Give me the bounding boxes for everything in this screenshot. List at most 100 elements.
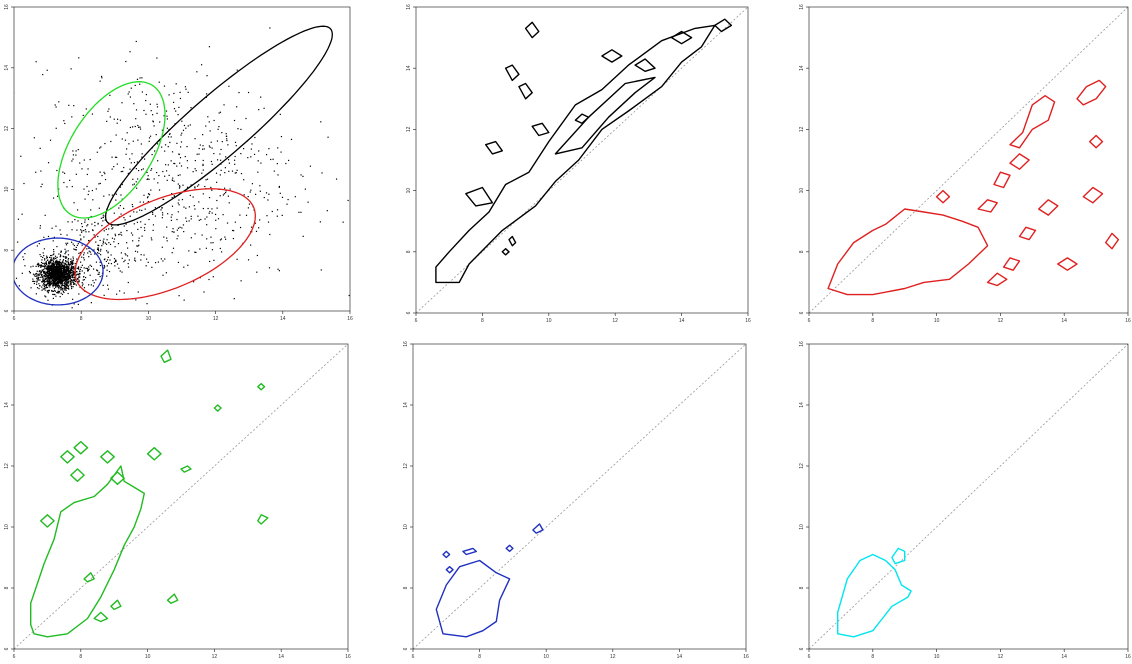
scatter-point <box>67 285 69 287</box>
scatter-point <box>81 244 83 246</box>
scatter-point <box>74 248 76 251</box>
scatter-point <box>44 278 46 281</box>
x-tick-label: 12 <box>998 318 1004 324</box>
x-tick-label: 6 <box>13 654 16 660</box>
scatter-point <box>140 226 142 229</box>
scatter-point <box>87 270 89 272</box>
scatter-point <box>64 270 66 272</box>
scatter-point <box>180 165 183 167</box>
scatter-point <box>70 273 72 275</box>
scatter-point <box>243 194 245 196</box>
scatter-point <box>24 253 26 255</box>
scatter-point <box>72 266 75 268</box>
scatter-point <box>65 273 67 276</box>
scatter-point <box>99 147 101 149</box>
scatter-point <box>190 237 192 239</box>
scatter-point <box>220 251 223 253</box>
scatter-point <box>304 188 306 190</box>
scatter-point <box>75 154 77 156</box>
scatter-point <box>48 268 50 270</box>
scatter-point <box>66 276 68 278</box>
scatter-point <box>57 292 59 294</box>
x-tick-label: 8 <box>871 654 874 660</box>
scatter-point <box>147 200 149 203</box>
scatter-point <box>96 269 98 271</box>
scatter-point <box>44 287 46 289</box>
scatter-point <box>245 117 247 120</box>
scatter-point <box>192 196 194 198</box>
scatter-point <box>57 277 59 280</box>
scatter-point <box>104 142 106 145</box>
scatter-point <box>139 77 141 79</box>
scatter-point <box>28 270 31 273</box>
scatter-point <box>54 281 56 283</box>
scatter-point <box>58 267 60 269</box>
scatter-point <box>213 152 215 155</box>
contour-line-7 <box>160 349 172 363</box>
scatter-point <box>205 179 207 181</box>
scatter-point <box>68 276 70 278</box>
scatter-point <box>59 270 62 272</box>
scatter-point <box>38 276 40 279</box>
scatter-point <box>55 262 57 265</box>
scatter-point <box>68 273 70 276</box>
scatter-point <box>169 141 171 144</box>
contour-line-0 <box>30 465 146 638</box>
scatter-point <box>97 244 99 246</box>
scatter-point <box>52 293 54 296</box>
scatter-point <box>77 281 79 283</box>
scatter-point <box>60 277 62 280</box>
scatter-point <box>92 199 94 201</box>
scatter-point <box>188 220 190 222</box>
scatter-point <box>54 269 56 272</box>
contour-line-6 <box>524 21 540 39</box>
scatter-point <box>111 194 113 196</box>
scatter-point <box>48 274 50 276</box>
scatter-point <box>11 159 12 160</box>
x-tick-label: 12 <box>610 654 616 660</box>
scatter-point <box>182 224 185 226</box>
scatter-point <box>63 287 65 289</box>
scatter-point <box>88 247 90 249</box>
scatter-point <box>36 270 38 272</box>
scatter-point <box>277 174 279 176</box>
scatter-point <box>45 265 47 267</box>
scatter-point <box>37 279 40 281</box>
scatter-point <box>51 289 53 292</box>
scatter-point <box>183 206 185 208</box>
scatter-point <box>67 280 69 282</box>
scatter-point <box>83 257 85 259</box>
scatter-point <box>101 77 103 79</box>
scatter-point <box>117 242 120 245</box>
scatter-point <box>61 270 63 272</box>
scatter-point <box>111 228 113 230</box>
scatter-point <box>123 225 125 227</box>
scatter-point <box>70 276 72 278</box>
scatter-point <box>64 256 66 258</box>
scatter-point <box>278 185 281 188</box>
scatter-point <box>227 159 230 161</box>
scatter-point <box>63 272 65 274</box>
scatter-point <box>110 263 113 265</box>
scatter-point <box>104 178 107 181</box>
scatter-point <box>66 261 68 263</box>
scatter-point <box>63 275 65 277</box>
scatter-point <box>61 280 63 283</box>
scatter-point <box>50 280 52 283</box>
scatter-point <box>161 212 164 214</box>
scatter-point <box>52 286 54 288</box>
scatter-point <box>64 283 66 286</box>
scatter-point <box>59 269 61 271</box>
scatter-point <box>59 278 61 280</box>
scatter-point <box>187 125 189 127</box>
scatter-point <box>137 178 139 180</box>
scatter-point <box>178 199 180 201</box>
scatter-point <box>133 103 135 105</box>
scatter-point <box>276 209 279 211</box>
scatter-point <box>63 269 65 271</box>
x-tick-label: 16 <box>347 316 353 322</box>
scatter-point <box>72 267 74 269</box>
scatter-point <box>60 283 62 285</box>
scatter-point <box>272 158 274 160</box>
scatter-point <box>285 162 287 165</box>
